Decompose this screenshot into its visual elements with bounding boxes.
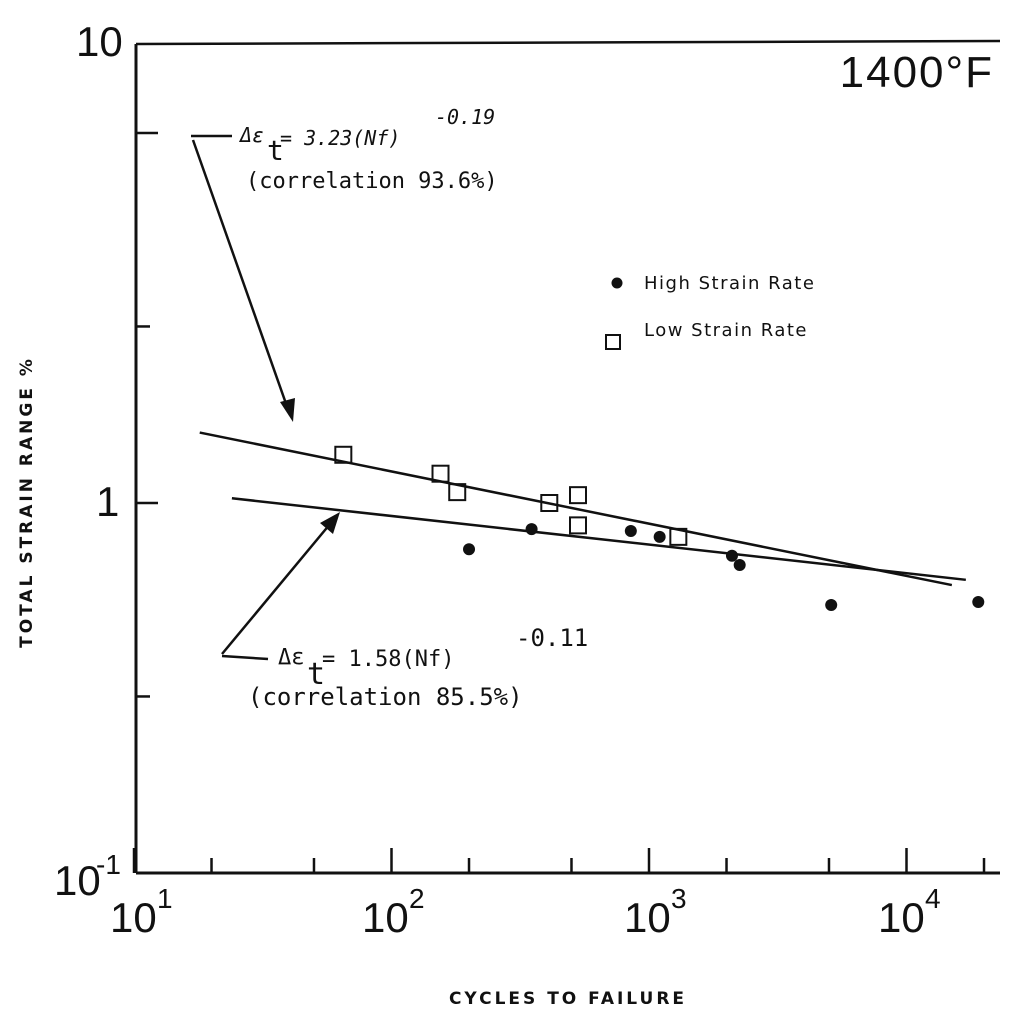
point-high-strain-rate <box>463 543 476 556</box>
point-high-strain-rate <box>825 599 838 612</box>
x-tick-label-10-3: 10 3 <box>624 883 687 941</box>
x-tick-marks <box>132 848 986 873</box>
fit-lines <box>199 431 966 587</box>
point-low-strain-rate <box>569 516 588 535</box>
legend: High Strain Rate Low Strain Rate <box>605 273 815 350</box>
legend-marker-low-strain-rate <box>605 334 621 350</box>
fit-line-2 <box>231 497 966 582</box>
equation-2-rhs: = 1.58(Nf) <box>322 647 454 672</box>
x-tick-label-10-4: 10 4 <box>878 883 941 941</box>
svg-text:10: 10 <box>54 857 101 904</box>
axes <box>134 39 1001 875</box>
top-border <box>135 39 1001 46</box>
equation-1-rhs: = 3.23(Nf) <box>280 126 400 150</box>
point-high-strain-rate <box>624 525 637 538</box>
annotation-fit-low-strain-rate: Δε t = 3.23(Nf) -0.19 (correlation 93.6%… <box>191 105 498 422</box>
equation-2-lhs: Δε <box>278 645 305 670</box>
legend-label-high-strain-rate: High Strain Rate <box>644 273 815 294</box>
y-tick-marks <box>136 131 158 875</box>
point-low-strain-rate <box>431 464 450 483</box>
svg-text:4: 4 <box>925 883 941 914</box>
point-high-strain-rate <box>653 530 666 543</box>
correlation-1: (correlation 93.6%) <box>246 169 498 194</box>
point-high-strain-rate <box>725 549 738 562</box>
arrowhead-icon <box>320 512 340 534</box>
point-high-strain-rate <box>525 523 538 536</box>
equation-2-exp: -0.11 <box>516 624 588 652</box>
x-tick-label-10-1: 10 1 <box>110 883 173 941</box>
point-low-strain-rate <box>334 445 353 464</box>
point-high-strain-rate <box>972 596 985 609</box>
point-low-strain-rate <box>448 483 467 502</box>
y-tick-label-10: 10 <box>76 18 123 65</box>
x-axis-label: CYCLES TO FAILURE <box>449 989 687 1009</box>
annotation-leader <box>221 654 269 661</box>
svg-text:10: 10 <box>362 894 409 941</box>
correlation-2: (correlation 85.5%) <box>248 683 523 711</box>
svg-text:1: 1 <box>157 883 173 914</box>
svg-text:10: 10 <box>878 894 925 941</box>
y-tick-label-1: 1 <box>96 478 119 525</box>
arrowhead-icon <box>280 398 295 422</box>
svg-text:3: 3 <box>671 883 687 914</box>
svg-text:-1: -1 <box>96 849 121 880</box>
y-axis-label: TOTAL STRAIN RANGE % <box>17 356 37 648</box>
svg-text:10: 10 <box>624 894 671 941</box>
data-points <box>334 445 985 612</box>
point-low-strain-rate <box>669 527 688 546</box>
equation-1-exp: -0.19 <box>435 105 495 129</box>
annotation-arrow-line <box>221 517 336 655</box>
chart-title: 1400°F <box>840 48 994 97</box>
fit-line-1 <box>199 431 953 587</box>
equation-2-sub: t <box>307 657 325 692</box>
point-low-strain-rate <box>540 494 559 512</box>
point-high-strain-rate <box>733 558 746 571</box>
y-tick-label-0.1: 10 -1 <box>54 849 121 904</box>
equation-1-lhs: Δε <box>238 123 264 147</box>
svg-text:10: 10 <box>110 894 157 941</box>
legend-label-low-strain-rate: Low Strain Rate <box>644 320 808 341</box>
annotation-arrow-line <box>191 139 292 416</box>
svg-text:2: 2 <box>409 883 425 914</box>
x-tick-label-10-2: 10 2 <box>362 883 425 941</box>
legend-marker-high-strain-rate <box>611 277 623 289</box>
annotation-fit-high-strain-rate: Δε t = 1.58(Nf) -0.11 (correlation 85.5%… <box>221 512 588 711</box>
point-low-strain-rate <box>569 486 588 505</box>
equation-1-sub: t <box>267 134 284 167</box>
